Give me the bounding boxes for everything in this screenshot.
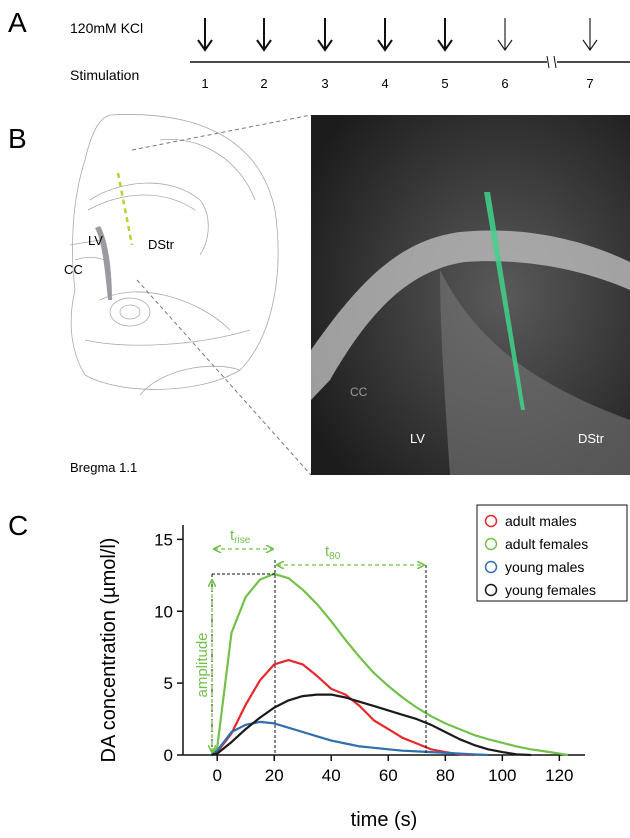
schematic-label: CC — [64, 262, 83, 277]
panel-label: C — [8, 510, 28, 541]
x-axis-label: time (s) — [351, 809, 418, 831]
panel-label: B — [8, 123, 27, 154]
x-tick-label: 20 — [265, 766, 284, 785]
micrograph — [311, 115, 630, 475]
series-line — [212, 660, 474, 755]
legend-label: adult females — [505, 536, 588, 552]
stim-arrow — [318, 18, 332, 50]
schematic-label: LV — [88, 233, 103, 248]
legend-label: young females — [505, 582, 596, 598]
schematic-label: DStr — [148, 237, 175, 252]
stimulation-arrows: 1 2 3 4 5 6 7 — [198, 18, 597, 91]
stim-arrow — [498, 18, 512, 50]
t-80-label: t80 — [325, 543, 341, 562]
zoom-line — [132, 115, 311, 150]
stim-number: 6 — [501, 76, 508, 91]
x-tick-label: 120 — [545, 766, 573, 785]
timeline — [190, 56, 630, 68]
series-line — [212, 695, 531, 755]
stim-arrow — [257, 18, 271, 50]
t-rise-label: trise — [230, 527, 251, 546]
y-tick-label: 15 — [154, 530, 173, 549]
stim-number: 3 — [321, 76, 328, 91]
chart: 0 5 10 15 0 20 40 60 80 100 120 time (s) DA concentr… — [98, 505, 627, 831]
stim-arrow — [583, 18, 597, 50]
y-axis-label: DA concentration (µmol/l) — [98, 538, 120, 763]
stim-arrow — [438, 18, 452, 50]
stim-arrow — [198, 18, 212, 50]
image-label: LV — [410, 431, 425, 446]
row-label: 120mM KCl — [70, 20, 143, 36]
panel-label: A — [8, 7, 27, 38]
x-tick-label: 40 — [322, 766, 341, 785]
figure: A 120mM KCl Stimulation 1 2 3 4 5 6 7 B LV DSt… — [0, 0, 630, 833]
series-line — [212, 722, 489, 755]
x-tick-label: 60 — [379, 766, 398, 785]
image-label: DStr — [578, 431, 605, 446]
image-label: CC — [350, 385, 368, 399]
row-label: Stimulation — [70, 67, 139, 83]
y-tick-label: 0 — [164, 746, 173, 765]
amplitude-label: amplitude — [194, 632, 211, 697]
bregma-label: Bregma 1.1 — [70, 460, 137, 475]
legend-label: young males — [505, 559, 584, 575]
legend-label: adult males — [505, 513, 577, 529]
brain-schematic — [70, 114, 278, 395]
x-tick-label: 80 — [436, 766, 455, 785]
annotation-arrows — [212, 549, 424, 752]
stim-number: 7 — [586, 76, 593, 91]
annotation-sub: rise — [234, 535, 251, 546]
stim-number: 2 — [260, 76, 267, 91]
probe-track — [118, 173, 132, 245]
annotation-sub: 80 — [329, 551, 341, 562]
stim-arrow — [378, 18, 392, 50]
y-tick-label: 5 — [164, 674, 173, 693]
y-tick-label: 10 — [154, 602, 173, 621]
stim-number: 5 — [441, 76, 448, 91]
x-tick-label: 0 — [212, 766, 221, 785]
stim-number: 1 — [201, 76, 208, 91]
stim-number: 4 — [381, 76, 388, 91]
x-tick-label: 100 — [488, 766, 516, 785]
